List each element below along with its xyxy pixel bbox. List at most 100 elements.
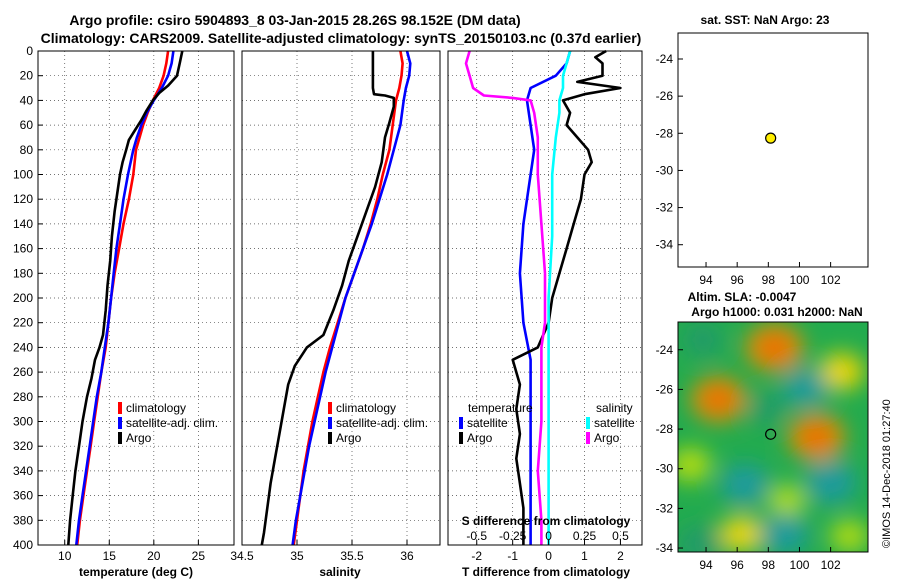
x-tick-label: 20 xyxy=(147,549,161,563)
depth-tick-label: 180 xyxy=(13,266,33,280)
sla-anomaly-blob xyxy=(768,484,806,517)
sla-map-ticks: 94 96 98 100 102 -24 -26 -28 -30 -32 -34 xyxy=(656,343,841,572)
depth-tick-label: 40 xyxy=(20,93,34,107)
legend-label-argo: Argo xyxy=(336,431,362,445)
legend-label-t-satellite: satellite xyxy=(467,416,508,430)
lon-tick-label: 94 xyxy=(699,558,713,572)
lon-tick-label: 102 xyxy=(821,273,841,287)
temperature-x-label: temperature (deg C) xyxy=(79,565,193,579)
legend-label-s-argo: Argo xyxy=(594,431,620,445)
depth-tick-label: 400 xyxy=(13,538,33,552)
salinity-x-label: salinity xyxy=(319,565,361,579)
depth-tick-label: 300 xyxy=(13,415,33,429)
salinity-plot-frame xyxy=(241,50,441,546)
depth-tick-label: 200 xyxy=(13,291,33,305)
difference-profiles xyxy=(464,49,622,545)
x-tick-label: 25 xyxy=(192,549,206,563)
legend-title-salinity: salinity xyxy=(596,401,633,415)
depth-tick-label: 120 xyxy=(13,192,33,206)
lat-tick-label: -34 xyxy=(656,238,674,252)
s-tick-label: -0.5 xyxy=(466,529,487,543)
sla-anomaly-blob xyxy=(682,323,724,357)
sst-map-argo-location xyxy=(765,132,777,144)
salinity-x-ticks: 34.5 35 35.5 36 xyxy=(230,540,414,563)
depth-tick-label: 360 xyxy=(13,489,33,503)
sla-anomaly-blob xyxy=(720,516,764,552)
lat-tick-label: -30 xyxy=(656,163,674,177)
x-tick-label: 1 xyxy=(581,549,588,563)
sla-anomaly-blobs xyxy=(678,323,868,552)
lat-tick-label: -34 xyxy=(656,541,674,555)
lat-tick-label: -26 xyxy=(656,89,674,103)
sst-map-ticks: 94 96 98 100 102 -24 -26 -28 -30 -32 -34 xyxy=(656,52,841,287)
figure-title: Argo profile: csiro 5904893_8 03-Jan-201… xyxy=(69,12,520,28)
sla-field xyxy=(678,322,868,552)
s-tick-label: 0 xyxy=(545,529,552,543)
argo-location-marker xyxy=(765,132,777,144)
sla-anomaly-core xyxy=(705,389,732,410)
depth-tick-label: 280 xyxy=(13,390,33,404)
sla-anomaly-core xyxy=(803,426,830,448)
imos-credit: ©IMOS 14-Dec-2018 01:27:40 xyxy=(881,399,893,548)
x-tick-label: 34.5 xyxy=(230,549,254,563)
argo-location-marker xyxy=(765,428,777,440)
difference-legend-temperature: temperature satellite Argo xyxy=(459,401,533,445)
temperature-x-ticks: 10 15 20 25 xyxy=(58,540,205,563)
lat-tick-label: -24 xyxy=(656,52,674,66)
x-tick-label: 35 xyxy=(290,549,304,563)
lon-tick-label: 96 xyxy=(731,273,745,287)
legend-label-satellite: satellite-adj. clim. xyxy=(126,416,218,430)
temperature-plot-frame xyxy=(37,50,235,546)
legend-label-argo: Argo xyxy=(126,431,152,445)
difference-s-label: S difference from climatology xyxy=(462,514,631,528)
x-tick-label: 15 xyxy=(103,549,117,563)
sla-anomaly-blob xyxy=(678,447,712,483)
sla-map-argo-location xyxy=(765,428,777,440)
sla-map-title: Altim. SLA: -0.0047 xyxy=(688,290,797,304)
difference-legend-salinity: salinity satellite Argo xyxy=(586,401,635,445)
lon-tick-label: 100 xyxy=(789,273,809,287)
sst-map-panel: sat. SST: NaN Argo: 23 94 96 98 100 102 -24 -2… xyxy=(656,13,869,287)
depth-tick-label: 240 xyxy=(13,340,33,354)
x-tick-label: -2 xyxy=(471,549,482,563)
s-tick-label: 0.25 xyxy=(573,529,597,543)
sla-map-subtitle: Argo h1000: 0.031 h2000: NaN xyxy=(691,305,862,319)
sla-map-panel: Altim. SLA: -0.0047 Argo h1000: 0.031 h2… xyxy=(656,290,869,572)
depth-tick-label: 260 xyxy=(13,365,33,379)
sla-anomaly-blob xyxy=(678,525,723,552)
salinity-legend: climatology satellite-adj. clim. Argo xyxy=(328,401,428,445)
depth-tick-label: 340 xyxy=(13,464,33,478)
x-tick-label: -1 xyxy=(507,549,518,563)
depth-tick-label: 100 xyxy=(13,168,33,182)
series-line-temperature-satellite xyxy=(518,50,572,545)
s-tick-label: 0.5 xyxy=(612,529,629,543)
depth-y-ticks: 0 20 40 60 80 100 120 140 160 180 200 220 240 260 280 3… xyxy=(13,44,43,552)
sla-anomaly-blob xyxy=(748,393,786,425)
lat-tick-label: -26 xyxy=(656,382,674,396)
depth-tick-label: 140 xyxy=(13,217,33,231)
sla-anomaly-blob xyxy=(829,519,868,552)
lon-tick-label: 98 xyxy=(762,558,776,572)
difference-plot-frame xyxy=(447,50,643,546)
sla-anomaly-blob xyxy=(819,352,864,391)
lat-tick-label: -28 xyxy=(656,422,674,436)
figure-subtitle: Climatology: CARS2009. Satellite-adjuste… xyxy=(41,30,642,46)
salinity-panel: 34.5 35 35.5 36 salinity climatology satell… xyxy=(230,50,441,579)
salinity-profiles xyxy=(260,50,412,546)
legend-title-temperature: temperature xyxy=(468,401,533,415)
depth-tick-label: 220 xyxy=(13,316,33,330)
x-tick-label: 36 xyxy=(400,549,414,563)
lon-tick-label: 96 xyxy=(731,558,745,572)
depth-tick-label: 320 xyxy=(13,439,33,453)
lon-tick-label: 100 xyxy=(789,558,809,572)
lat-tick-label: -32 xyxy=(656,501,674,515)
series-line-argo xyxy=(260,51,396,546)
sla-anomaly-blob xyxy=(759,513,809,552)
series-line-salinity-argo xyxy=(464,50,547,545)
difference-s-ticks: -0.5 -0.25 0 0.25 0.5 xyxy=(466,529,629,543)
salinity-grid xyxy=(242,51,440,545)
sst-map-frame xyxy=(677,32,869,268)
depth-tick-label: 60 xyxy=(20,118,34,132)
depth-tick-label: 20 xyxy=(20,69,34,83)
